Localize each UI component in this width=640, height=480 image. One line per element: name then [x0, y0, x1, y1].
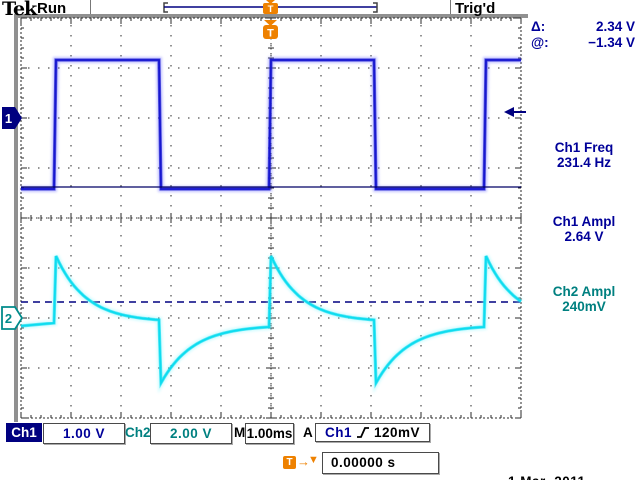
measurement-value: 2.64 V [564, 229, 604, 244]
ch1-marker-label: 1 [5, 111, 12, 126]
measurement-value: 231.4 Hz [556, 155, 612, 170]
hpos-arrow-icon: → [297, 454, 310, 469]
trigger-position-tri-icon [264, 20, 277, 26]
record-right-bracket [373, 2, 378, 13]
ch1-badge: Ch1 [6, 423, 42, 442]
measurement-label: Ch1 Freq [554, 140, 614, 155]
tek-logo: Tek [2, 0, 37, 20]
ch1-ground-marker: 1 [2, 107, 22, 129]
measurement-ch1-freq: Ch1 Freq 231.4 Hz [528, 140, 640, 170]
acq-status: Run [37, 0, 67, 17]
measurement-value: 240mV [562, 299, 606, 314]
ch2-label: Ch2 [125, 425, 151, 440]
measurement-label: Ch2 Ampl [552, 284, 616, 299]
record-view-bar: T [163, 0, 378, 15]
display-frame [14, 14, 528, 422]
ch2-scale-readout: 2.00 V [150, 423, 232, 444]
cursor-at-label: @: [531, 35, 549, 50]
record-trigger-tick-icon [266, 0, 275, 4]
trigger-level-arrow-icon [504, 107, 526, 117]
trigger-position-block [263, 25, 278, 39]
main-timebase-label: M [234, 425, 246, 440]
date-text: 1 Mar 2011 [508, 474, 638, 480]
horizontal-position-readout: 0.00000 s [322, 452, 439, 474]
hpos-triangle-icon: ▼ [308, 454, 319, 466]
record-trigger-block [263, 3, 278, 14]
cursor-delta-row: Δ: 2.34 V [531, 19, 635, 35]
ch2-ground-marker: 2 [1, 306, 24, 330]
timebase-readout: 1.00ms [245, 423, 294, 444]
trigger-status: Trig'd [455, 0, 496, 17]
trigger-position-marker: T [263, 20, 278, 40]
cursor-delta-value: 2.34 V [595, 19, 635, 34]
cursor-readout: Δ: 2.34 V @: −1.34 V [531, 19, 635, 51]
cursor-at-value: −1.34 V [588, 35, 635, 50]
topbar-divider2 [450, 0, 451, 14]
cursor-at-row: @: −1.34 V [531, 35, 635, 51]
measurement-ch1-ampl: Ch1 Ampl 2.64 V [528, 214, 640, 244]
trigger-source: Ch1 [325, 425, 353, 440]
trigger-group-label: A [303, 425, 313, 440]
ch2-marker-label: 2 [5, 311, 12, 326]
rising-slope-icon [356, 427, 369, 438]
datetime-readout: 1 Mar 2011 16:54:38 [508, 442, 638, 480]
record-trigger-t-icon: T [268, 4, 274, 15]
trigger-readout: Ch1 120mV [315, 423, 430, 442]
measurement-label: Ch1 Ampl [552, 214, 616, 229]
topbar-divider [90, 0, 91, 14]
hpos-trigger-t-icon: T [283, 456, 296, 469]
ch1-scale-readout: 1.00 V [43, 423, 125, 444]
trigger-position-t-icon: T [267, 28, 274, 40]
measurement-ch2-ampl: Ch2 Ampl 240mV [528, 284, 640, 314]
trigger-level-value: 120mV [373, 425, 420, 440]
cursor-delta-label: Δ: [531, 19, 546, 34]
